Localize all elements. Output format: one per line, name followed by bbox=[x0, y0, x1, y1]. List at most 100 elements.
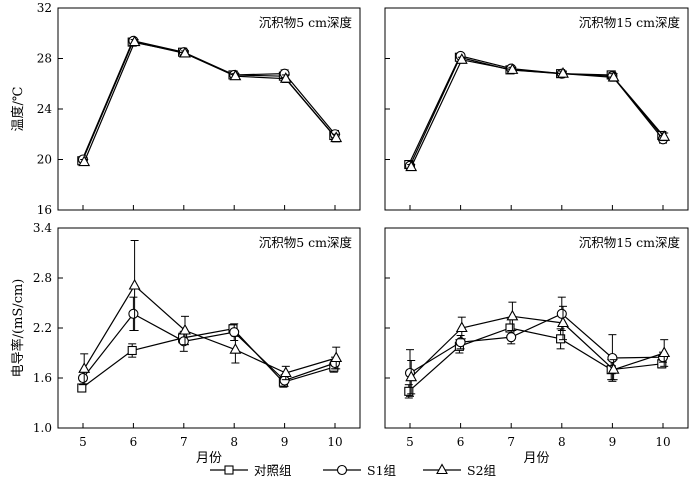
data-point bbox=[455, 53, 468, 64]
x-tick-label: 8 bbox=[230, 435, 238, 449]
data-point bbox=[229, 327, 240, 338]
data-point bbox=[178, 336, 189, 347]
x-tick-label: 7 bbox=[507, 435, 515, 449]
data-point bbox=[607, 363, 620, 374]
data-point bbox=[279, 366, 292, 378]
y-tick-label: 2.8 bbox=[33, 271, 52, 285]
x-axis-label: 月份 bbox=[196, 451, 222, 466]
data-point bbox=[405, 370, 418, 382]
series-circle bbox=[404, 296, 669, 397]
panel-2: 沉积物15 cm深度 bbox=[384, 7, 689, 211]
data-point bbox=[506, 63, 519, 74]
data-point bbox=[179, 46, 191, 58]
data-point bbox=[77, 383, 87, 393]
legend-label: 对照组 bbox=[254, 463, 292, 478]
panel-3: 1.0 1.6 2.2 2.8 3.4 5 6 7 8 9 10 沉积物5 cm深度电导率/(mS/c… bbox=[10, 221, 361, 466]
y-tick-label: 16 bbox=[37, 203, 52, 217]
series-circle bbox=[77, 35, 341, 165]
data-point bbox=[404, 386, 414, 396]
x-tick-label: 5 bbox=[406, 435, 414, 449]
data-point bbox=[229, 69, 242, 81]
series-line bbox=[83, 41, 337, 163]
y-tick-label: 2.2 bbox=[33, 321, 52, 335]
data-point bbox=[658, 346, 671, 358]
panel-title: 沉积物15 cm深度 bbox=[579, 235, 681, 250]
data-point bbox=[78, 362, 91, 373]
plot-frame bbox=[384, 7, 689, 211]
data-point bbox=[179, 323, 191, 335]
y-tick-label: 1.0 bbox=[33, 421, 52, 435]
data-point bbox=[405, 160, 418, 172]
data-point bbox=[505, 323, 515, 333]
y-tick-label: 32 bbox=[37, 1, 52, 15]
series-line bbox=[408, 56, 663, 165]
series-square bbox=[77, 37, 339, 166]
data-point bbox=[506, 309, 519, 321]
y-tick-label: 3.4 bbox=[33, 221, 52, 235]
series-line bbox=[81, 41, 335, 161]
y-axis-label: 温度/℃ bbox=[10, 87, 26, 132]
data-point bbox=[78, 155, 91, 167]
data-point bbox=[127, 345, 137, 356]
data-point bbox=[506, 332, 517, 343]
series-circle bbox=[404, 50, 669, 171]
y-axis-label: 电导率/(mS/cm) bbox=[10, 279, 26, 378]
series-triangle bbox=[78, 35, 343, 167]
data-point bbox=[658, 130, 671, 141]
y-tick-label: 1.6 bbox=[33, 371, 52, 385]
x-tick-label: 10 bbox=[327, 435, 342, 449]
legend-label: S2组 bbox=[467, 463, 496, 478]
series-line bbox=[408, 327, 662, 392]
x-axis-label: 月份 bbox=[523, 451, 549, 466]
series-line bbox=[83, 284, 337, 374]
legend-marker-circle bbox=[336, 464, 348, 476]
data-point bbox=[330, 131, 343, 143]
y-tick-label: 28 bbox=[37, 52, 52, 66]
data-point bbox=[229, 343, 242, 354]
y-tick-label: 24 bbox=[37, 102, 53, 116]
data-point bbox=[128, 308, 139, 319]
series-line bbox=[409, 55, 664, 167]
series-triangle bbox=[78, 240, 343, 385]
data-point bbox=[607, 352, 618, 364]
panel-title: 沉积物5 cm深度 bbox=[259, 15, 353, 30]
data-point bbox=[557, 316, 569, 328]
legend-marker-square bbox=[224, 465, 234, 475]
series-line bbox=[410, 315, 665, 378]
data-point bbox=[77, 372, 89, 384]
series-line bbox=[410, 59, 665, 168]
series-line bbox=[409, 313, 664, 374]
legend-marker-triangle bbox=[436, 463, 448, 475]
data-point bbox=[556, 334, 566, 344]
x-tick-label: 5 bbox=[79, 435, 87, 449]
data-point bbox=[556, 308, 567, 319]
data-point bbox=[557, 67, 569, 78]
x-tick-label: 8 bbox=[558, 435, 566, 449]
series-line bbox=[82, 313, 336, 382]
data-point bbox=[279, 72, 292, 83]
series-triangle bbox=[405, 53, 671, 172]
x-tick-label: 6 bbox=[457, 435, 465, 449]
data-point bbox=[455, 337, 466, 348]
data-point bbox=[330, 351, 343, 363]
data-point bbox=[455, 321, 468, 333]
panel-title: 沉积物5 cm深度 bbox=[259, 235, 353, 250]
plot-frame bbox=[57, 227, 361, 429]
x-tick-label: 7 bbox=[180, 435, 188, 449]
series-line bbox=[81, 328, 334, 389]
legend: 对照组 S1组 S2组 bbox=[210, 463, 496, 478]
x-tick-label: 6 bbox=[130, 435, 138, 449]
data-point bbox=[128, 35, 141, 47]
plot-frame bbox=[384, 227, 689, 429]
data-point bbox=[607, 70, 620, 82]
y-tick-label: 20 bbox=[37, 153, 52, 167]
x-tick-label: 10 bbox=[655, 435, 670, 449]
data-point bbox=[279, 375, 290, 386]
series-triangle bbox=[405, 301, 671, 395]
x-tick-label: 9 bbox=[281, 435, 289, 449]
panel-title: 沉积物15 cm深度 bbox=[579, 15, 681, 30]
